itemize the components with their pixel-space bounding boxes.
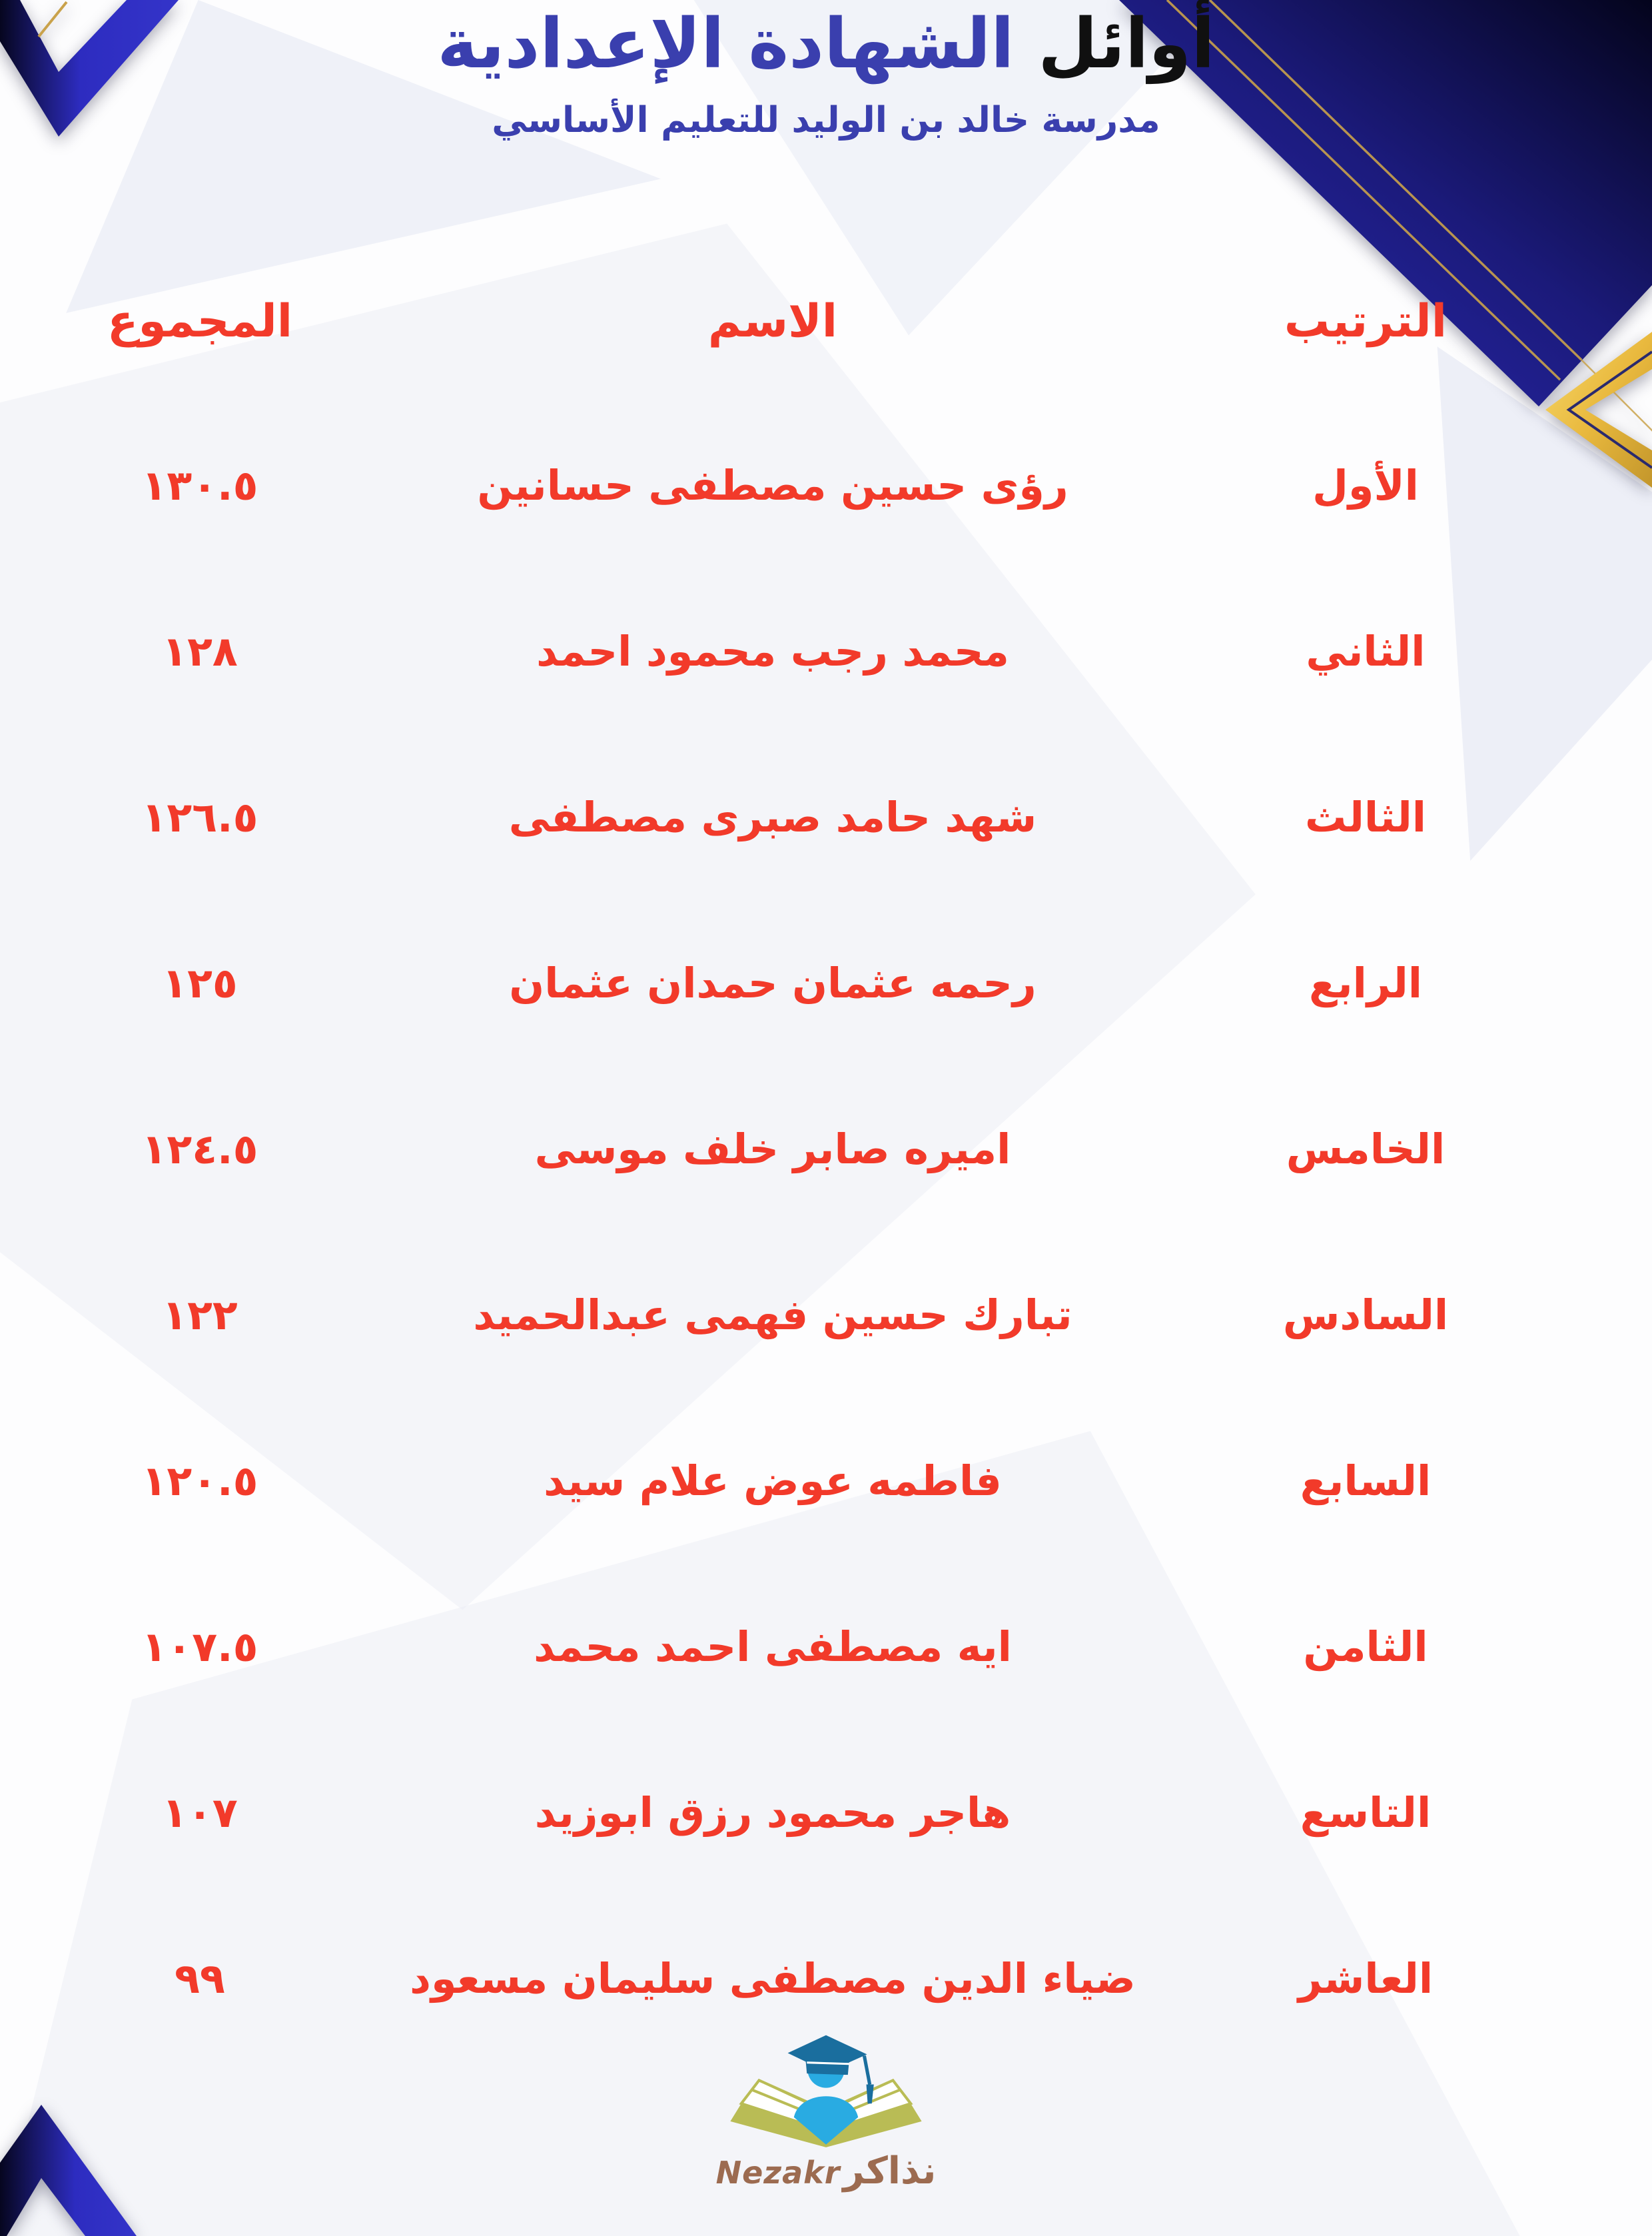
total-cell: ١٠٧ — [162, 1788, 238, 1837]
graduation-student-icon — [787, 2035, 874, 2145]
tassel-icon — [862, 2055, 872, 2085]
total-cell: ١٢٥ — [162, 958, 238, 1007]
table-row: الخامس اميره صابر خلف موسى ١٢٤.٥ — [0, 1066, 1652, 1232]
name-cell: هاجر محمود رزق ابوزيد — [534, 1788, 1011, 1837]
table-row: التاسع هاجر محمود رزق ابوزيد ١٠٧ — [0, 1730, 1652, 1896]
name-cell: تبارك حسين فهمى عبدالحميد — [473, 1290, 1072, 1339]
table-row: الرابع رحمه عثمان حمدان عثمان ١٢٥ — [0, 900, 1652, 1066]
table-header: الترتيب الاسم المجموع — [0, 272, 1652, 372]
rank-cell: الثاني — [1306, 626, 1426, 676]
name-cell: ايه مصطفى احمد محمد — [534, 1622, 1012, 1671]
rank-cell: الثالث — [1304, 792, 1427, 841]
logo-text-arabic: نذاكر — [843, 2149, 937, 2193]
header-name: الاسم — [707, 294, 838, 348]
rank-cell: التاسع — [1300, 1788, 1432, 1837]
rank-cell: الأول — [1312, 460, 1419, 510]
name-cell: فاطمه عوض علام سيد — [544, 1456, 1002, 1505]
name-cell: رحمه عثمان حمدان عثمان — [509, 958, 1036, 1007]
rank-cell: الرابع — [1309, 958, 1422, 1007]
total-cell: ١٠٧.٥ — [141, 1622, 258, 1671]
rank-cell: السابع — [1300, 1456, 1432, 1505]
name-cell: شهد حامد صبرى مصطفى — [508, 792, 1037, 841]
table-row: الثامن ايه مصطفى احمد محمد ١٠٧.٥ — [0, 1564, 1652, 1730]
rank-cell: الخامس — [1286, 1124, 1446, 1173]
total-cell: ١٢٤.٥ — [141, 1124, 258, 1173]
name-cell: محمد رجب محمود احمد — [536, 626, 1009, 676]
corner-decoration-top-left-icon — [0, 0, 179, 137]
corner-decoration-bottom-left-icon — [0, 2105, 137, 2236]
table-row: السادس تبارك حسين فهمى عبدالحميد ١٢٢ — [0, 1232, 1652, 1398]
total-cell: ٩٩ — [175, 1954, 225, 2003]
total-cell: ١٣٠.٥ — [141, 460, 258, 510]
rank-cell: العاشر — [1298, 1954, 1434, 2003]
total-cell: ١٢٨ — [162, 626, 238, 676]
total-cell: ١٢٠.٥ — [141, 1456, 258, 1505]
rank-cell: السادس — [1282, 1290, 1449, 1339]
logo-wordmark: نذاكر Nezakr — [686, 2149, 966, 2193]
header-total: المجموع — [107, 294, 293, 348]
rank-cell: الثامن — [1303, 1622, 1428, 1671]
total-cell: ١٢٦.٥ — [141, 792, 258, 841]
table-row: الثاني محمد رجب محمود احمد ١٢٨ — [0, 568, 1652, 734]
name-cell: ضياء الدين مصطفى سليمان مسعود — [410, 1954, 1136, 2003]
logo-text-latin: Nezakr — [715, 2155, 841, 2191]
total-cell: ١٢٢ — [162, 1290, 238, 1339]
header-rank: الترتيب — [1284, 294, 1447, 348]
nezakr-logo: نذاكر Nezakr — [686, 2017, 966, 2193]
name-cell: اميره صابر خلف موسى — [534, 1124, 1011, 1173]
title-word-awael: أوائل — [1038, 4, 1215, 84]
table-row: السابع فاطمه عوض علام سيد ١٢٠.٥ — [0, 1398, 1652, 1564]
nezakr-logo-icon — [730, 2035, 922, 2147]
school-name: مدرسة خالد بن الوليد للتعليم الأساسي — [492, 100, 1160, 141]
title-rest: الشهادة الإعدادية — [437, 4, 1015, 84]
table-body: الأول رؤى حسين مصطفى حسانين ١٣٠.٥ الثاني… — [0, 402, 1652, 2061]
name-cell: رؤى حسين مصطفى حسانين — [477, 460, 1068, 510]
table-row: الثالث شهد حامد صبرى مصطفى ١٢٦.٥ — [0, 734, 1652, 900]
table-row: الأول رؤى حسين مصطفى حسانين ١٣٠.٥ — [0, 402, 1652, 568]
corner-decoration-top-right-icon — [1119, 0, 1652, 488]
page-title: أوائل الشهادة الإعدادية — [0, 1, 1652, 87]
table-row: العاشر ضياء الدين مصطفى سليمان مسعود ٩٩ — [0, 1896, 1652, 2061]
